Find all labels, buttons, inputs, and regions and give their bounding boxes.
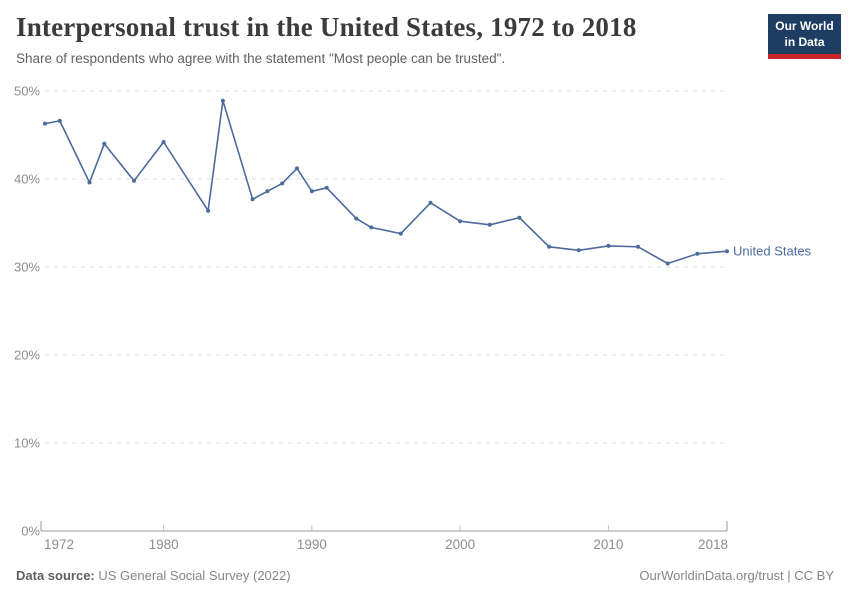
data-point-2004[interactable] xyxy=(517,215,522,220)
data-point-2016[interactable] xyxy=(695,251,700,256)
data-point-1987[interactable] xyxy=(265,189,270,194)
data-point-1975[interactable] xyxy=(87,180,92,185)
data-point-1978[interactable] xyxy=(132,178,136,183)
chart-footer: Data source: US General Social Survey (2… xyxy=(16,568,834,583)
x-tick-label-1990: 1990 xyxy=(297,537,327,552)
data-point-1984[interactable] xyxy=(220,98,225,103)
y-tick-label-50: 50% xyxy=(14,84,40,99)
credit-link[interactable]: OurWorldinData.org/trust | CC BY xyxy=(639,568,834,583)
y-tick-label-10: 10% xyxy=(14,436,40,451)
data-point-2012[interactable] xyxy=(636,244,640,249)
data-point-2002[interactable] xyxy=(487,222,492,227)
data-point-1990[interactable] xyxy=(309,189,314,194)
data-point-2000[interactable] xyxy=(458,219,463,224)
owid-logo-box: Our World in Data xyxy=(768,14,841,55)
data-point-2018[interactable] xyxy=(725,249,729,254)
data-point-1988[interactable] xyxy=(280,181,285,186)
data-point-1973[interactable] xyxy=(57,118,62,123)
data-point-1976[interactable] xyxy=(102,141,107,146)
data-point-2008[interactable] xyxy=(576,248,581,253)
data-point-1991[interactable] xyxy=(324,185,329,190)
series-line-united-states[interactable] xyxy=(44,99,728,265)
y-tick-label-30: 30% xyxy=(14,260,40,275)
data-point-2014[interactable] xyxy=(665,261,670,266)
data-point-1989[interactable] xyxy=(295,166,299,171)
owid-logo-accent-bar xyxy=(768,54,841,60)
data-point-1996[interactable] xyxy=(398,231,403,236)
x-tick-label-1980: 1980 xyxy=(149,537,179,552)
data-point-1993[interactable] xyxy=(354,216,359,221)
data-point-1983[interactable] xyxy=(206,208,211,213)
data-source-label: Data source: xyxy=(16,568,95,583)
x-tick-label-2018: 2018 xyxy=(698,537,728,552)
x-tick-label-2010: 2010 xyxy=(593,537,623,552)
chart-subtitle: Share of respondents who agree with the … xyxy=(16,51,506,66)
owid-logo[interactable]: Our World in Data xyxy=(768,14,841,60)
x-tick-label-1972: 1972 xyxy=(44,537,74,552)
data-point-1980[interactable] xyxy=(161,140,166,144)
data-point-1998[interactable] xyxy=(428,200,433,205)
line-chart[interactable]: 0% 10% 20% 30% 40% 50% 1972 1980 1990 2000 2010 201… xyxy=(0,80,850,560)
y-tick-label-0: 0% xyxy=(21,524,40,539)
data-point-2006[interactable] xyxy=(547,244,552,249)
y-tick-label-40: 40% xyxy=(14,172,40,187)
data-point-1972[interactable] xyxy=(43,121,47,126)
series-label[interactable]: United States xyxy=(733,244,812,259)
data-point-1986[interactable] xyxy=(250,197,255,202)
data-point-2010[interactable] xyxy=(606,243,611,248)
data-point-1994[interactable] xyxy=(369,225,374,230)
chart-title: Interpersonal trust in the United States… xyxy=(16,12,637,42)
line-chart-svg[interactable]: 0% 10% 20% 30% 40% 50% 1972 1980 1990 2000 2010 201… xyxy=(0,80,850,560)
data-source: Data source: US General Social Survey (2… xyxy=(16,568,291,583)
owid-logo-line2: in Data xyxy=(784,34,825,49)
owid-logo-line1: Our World xyxy=(775,19,834,33)
x-tick-label-2000: 2000 xyxy=(445,537,475,552)
y-tick-label-20: 20% xyxy=(14,348,40,363)
data-source-text: US General Social Survey (2022) xyxy=(94,568,291,583)
